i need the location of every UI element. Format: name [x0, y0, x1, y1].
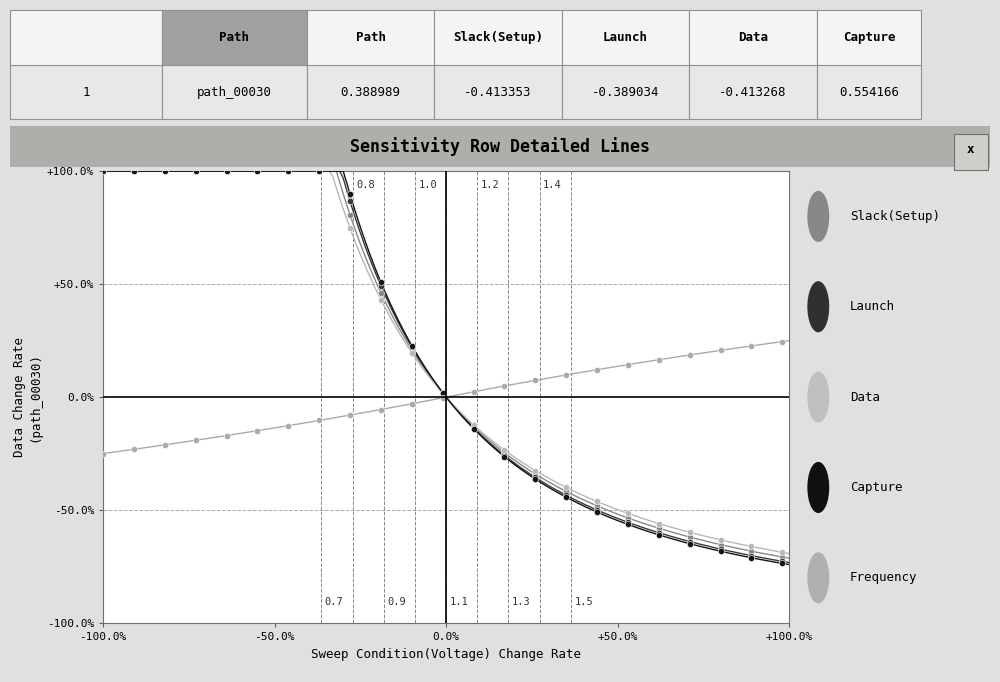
Bar [434, 65, 562, 119]
Text: 0.8: 0.8 [356, 180, 375, 190]
Text: Capture: Capture [850, 481, 902, 494]
Text: Launch: Launch [603, 31, 648, 44]
Y-axis label: Data Change Rate
(path_00030): Data Change Rate (path_00030) [13, 337, 41, 457]
Text: Path: Path [356, 31, 386, 44]
Text: Launch: Launch [850, 300, 895, 313]
Text: 0.388989: 0.388989 [341, 85, 401, 99]
Text: 1.3: 1.3 [512, 597, 531, 607]
Bar [562, 10, 689, 65]
Bar [162, 10, 307, 65]
Text: -0.389034: -0.389034 [592, 85, 659, 99]
Circle shape [808, 192, 829, 241]
Text: Path: Path [219, 31, 249, 44]
Bar [689, 65, 817, 119]
Bar [817, 65, 921, 119]
Text: 1.4: 1.4 [543, 180, 562, 190]
Circle shape [808, 372, 829, 422]
Circle shape [808, 553, 829, 603]
Text: -0.413268: -0.413268 [719, 85, 787, 99]
Bar [10, 10, 162, 65]
Text: 1.5: 1.5 [574, 597, 593, 607]
Text: Sensitivity Row Detailed Lines: Sensitivity Row Detailed Lines [350, 137, 650, 156]
Text: 1.0: 1.0 [418, 180, 437, 190]
Bar [954, 134, 988, 170]
Text: 0.7: 0.7 [325, 597, 344, 607]
Text: Slack(Setup): Slack(Setup) [453, 31, 543, 44]
Bar [689, 10, 817, 65]
Text: 1.2: 1.2 [481, 180, 499, 190]
Bar [10, 65, 162, 119]
Text: Capture: Capture [843, 31, 895, 44]
Text: Data: Data [738, 31, 768, 44]
Bar [307, 65, 434, 119]
Bar [10, 126, 990, 167]
Text: -0.413353: -0.413353 [464, 85, 532, 99]
Text: 1.1: 1.1 [450, 597, 468, 607]
Bar [307, 10, 434, 65]
Text: Slack(Setup): Slack(Setup) [850, 210, 940, 223]
Circle shape [808, 282, 829, 331]
Text: Frequency: Frequency [850, 572, 917, 584]
Text: 0.554166: 0.554166 [839, 85, 899, 99]
Bar [162, 65, 307, 119]
Circle shape [808, 462, 829, 512]
Bar [817, 10, 921, 65]
X-axis label: Sweep Condition(Voltage) Change Rate: Sweep Condition(Voltage) Change Rate [311, 648, 581, 661]
Text: 1: 1 [82, 85, 90, 99]
Text: path_00030: path_00030 [197, 85, 272, 99]
Text: 0.9: 0.9 [387, 597, 406, 607]
Text: x: x [967, 143, 975, 156]
Bar [562, 65, 689, 119]
Bar [434, 10, 562, 65]
Text: Data: Data [850, 391, 880, 404]
